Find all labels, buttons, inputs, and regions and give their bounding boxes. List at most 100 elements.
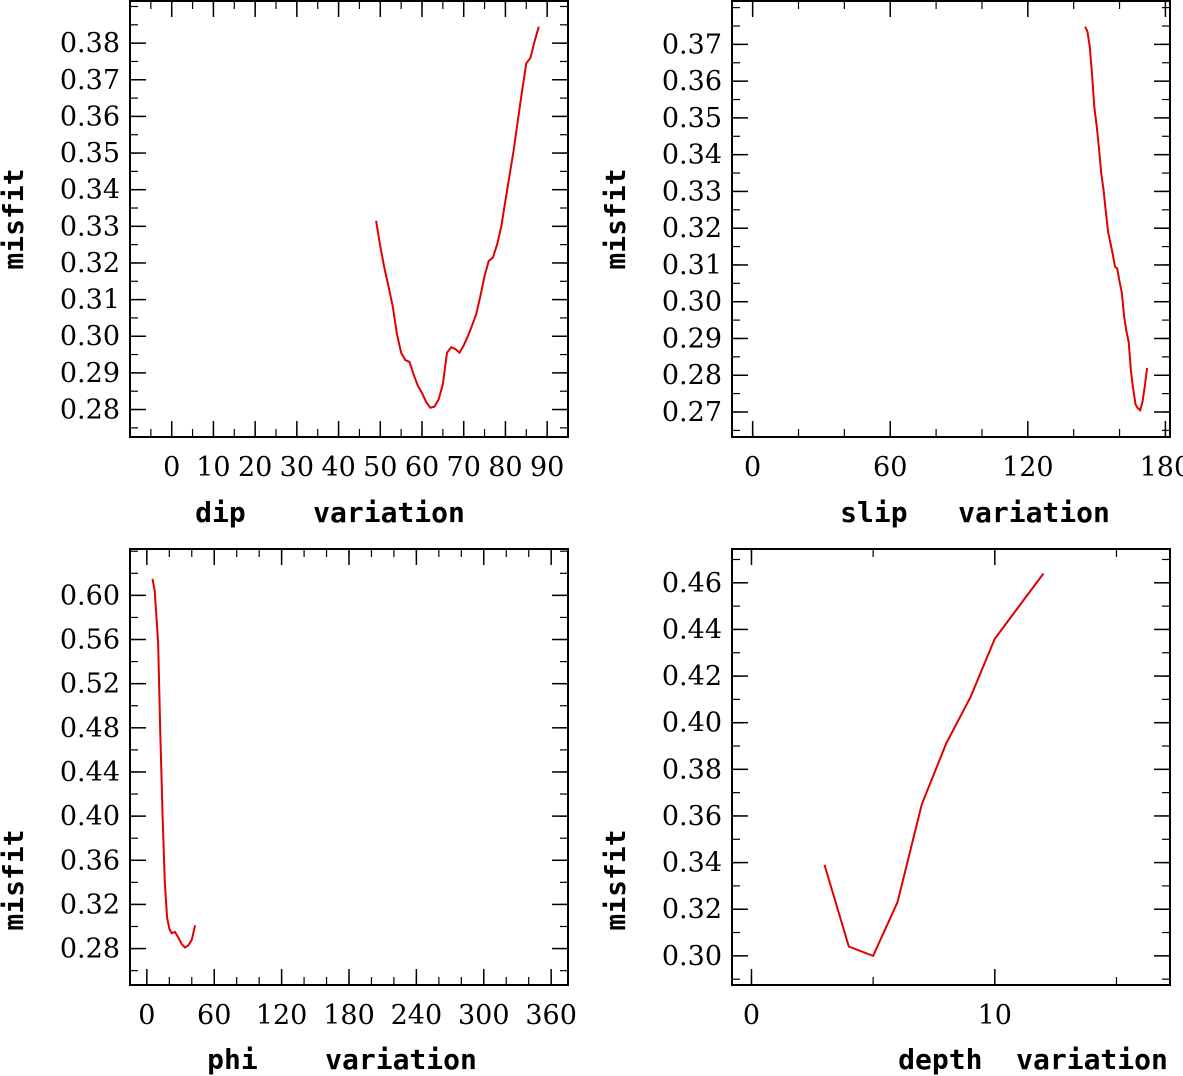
slip-x-tick-label: 120 xyxy=(1002,452,1054,483)
dip-panel: 0 10 20 30 40 50 60 70 80 90 0.280.290.300.310.32… xyxy=(0,0,569,529)
phi-y-tick-label: 0.36 xyxy=(60,845,120,876)
slip-y-tick-label: 0.27 xyxy=(662,397,722,428)
slip-y-tick-label: 0.29 xyxy=(662,323,722,354)
dip-y-tick-labels: 0.28 0.29 0.30 0.31 0.32 0.33 0.34 0.35 0.36 0.37… xyxy=(60,28,120,425)
dip-x-tick-label: 30 xyxy=(280,452,314,483)
phi-misfit-line xyxy=(151,578,197,949)
depth-x-tick-label: 0 xyxy=(743,1000,760,1031)
dip-y-tick-label: 0.32 xyxy=(60,248,120,279)
dip-y-axis-title: misfit xyxy=(0,168,30,269)
depth-y-axis-title: misfit xyxy=(599,829,632,930)
phi-y-ticks xyxy=(130,594,568,950)
slip-y-tick-label: 0.33 xyxy=(662,176,722,207)
slip-y-tick-label: 0.37 xyxy=(662,29,722,60)
dip-x-ticks xyxy=(170,1,548,437)
phi-x-tick-label: 240 xyxy=(391,1000,443,1031)
dip-y-tick-label: 0.35 xyxy=(60,138,120,169)
phi-x-ticks xyxy=(146,549,552,985)
phi-x-tick-label: 0 xyxy=(138,1000,155,1031)
dip-y-tick-label: 0.30 xyxy=(60,321,120,352)
dip-y-tick-label: 0.28 xyxy=(60,395,120,426)
phi-y-tick-label: 0.32 xyxy=(60,889,120,920)
depth-minor-ticks xyxy=(732,549,1170,985)
phi-plot-frame xyxy=(129,548,569,986)
slip-y-tick-labels: 0.27 0.28 0.29 0.30 0.31 0.32 0.33 0.34 0.35 0.36… xyxy=(662,29,722,428)
depth-misfit-line xyxy=(823,572,1045,958)
phi-x-axis-title: phi variation xyxy=(207,1043,477,1076)
depth-y-tick-label: 0.42 xyxy=(662,661,722,692)
phi-x-tick-label: 300 xyxy=(458,1000,510,1031)
dip-x-tick-label: 40 xyxy=(321,452,355,483)
dip-x-tick-label: 80 xyxy=(488,452,522,483)
slip-y-tick-label: 0.30 xyxy=(662,287,722,318)
phi-x-tick-label: 180 xyxy=(323,1000,375,1031)
phi-y-tick-label: 0.40 xyxy=(60,801,120,832)
slip-plot-frame xyxy=(731,0,1171,438)
depth-x-ticks xyxy=(750,549,996,985)
phi-y-tick-label: 0.52 xyxy=(60,669,120,700)
depth-x-tick-label: 10 xyxy=(978,1000,1012,1031)
slip-y-tick-label: 0.32 xyxy=(662,213,722,244)
phi-y-tick-labels: 0.28 0.32 0.36 0.40 0.44 0.48 0.52 0.56 0.60 xyxy=(60,580,120,964)
dip-misfit-line xyxy=(375,26,540,409)
slip-x-ticks xyxy=(751,1,1167,437)
depth-x-tick-labels: 0 10 xyxy=(743,1000,1012,1031)
phi-y-axis-title: misfit xyxy=(0,829,30,930)
phi-panel: 0 60 120 180 240 300 360 0.28 0.32 0.36 0.40 0.44 0… xyxy=(0,548,577,1076)
dip-x-tick-label: 50 xyxy=(363,452,397,483)
dip-x-tick-labels: 0 10 20 30 40 50 60 70 80 90 xyxy=(163,452,564,483)
phi-y-tick-label: 0.44 xyxy=(60,757,120,788)
dip-y-tick-label: 0.34 xyxy=(60,175,120,206)
slip-x-tick-labels: 0 60 120 180 xyxy=(744,452,1183,483)
depth-y-tick-label: 0.44 xyxy=(662,614,722,645)
dip-y-tick-label: 0.36 xyxy=(60,101,120,132)
depth-plot-frame xyxy=(731,548,1171,986)
slip-y-ticks xyxy=(732,43,1170,413)
dip-y-tick-label: 0.33 xyxy=(60,211,120,242)
dip-y-tick-label: 0.38 xyxy=(60,28,120,59)
slip-y-tick-label: 0.28 xyxy=(662,360,722,391)
depth-x-axis-title: depth variation xyxy=(898,1043,1168,1076)
dip-x-tick-label: 0 xyxy=(163,452,180,483)
depth-y-tick-label: 0.34 xyxy=(662,848,722,879)
phi-y-tick-label: 0.28 xyxy=(60,934,120,965)
slip-minor-ticks xyxy=(732,1,1170,437)
depth-y-tick-label: 0.38 xyxy=(662,754,722,785)
slip-x-axis-title: slip variation xyxy=(840,496,1110,529)
depth-y-tick-labels: 0.30 0.32 0.34 0.36 0.38 0.40 0.42 0.44 0.46 xyxy=(662,568,722,972)
phi-y-tick-label: 0.56 xyxy=(60,625,120,656)
slip-x-tick-label: 0 xyxy=(744,452,761,483)
slip-y-axis-title: misfit xyxy=(599,168,632,269)
dip-y-tick-label: 0.29 xyxy=(60,358,120,389)
dip-x-tick-label: 20 xyxy=(238,452,272,483)
dip-plot-frame xyxy=(129,0,569,438)
phi-minor-ticks xyxy=(130,549,568,985)
dip-x-tick-label: 10 xyxy=(196,452,230,483)
depth-y-tick-label: 0.40 xyxy=(662,708,722,739)
depth-y-tick-label: 0.46 xyxy=(662,568,722,599)
dip-x-tick-label: 90 xyxy=(530,452,564,483)
dip-x-axis-title: dip variation xyxy=(195,496,465,529)
phi-x-tick-labels: 0 60 120 180 240 300 360 xyxy=(138,1000,577,1031)
slip-y-tick-label: 0.34 xyxy=(662,140,722,171)
depth-y-tick-label: 0.36 xyxy=(662,801,722,832)
depth-y-tick-label: 0.30 xyxy=(662,941,722,972)
slip-y-tick-label: 0.36 xyxy=(662,66,722,97)
dip-x-tick-label: 60 xyxy=(405,452,439,483)
slip-y-tick-label: 0.35 xyxy=(662,103,722,134)
phi-x-tick-label: 360 xyxy=(525,1000,577,1031)
phi-y-tick-label: 0.48 xyxy=(60,713,120,744)
depth-y-ticks xyxy=(732,582,1170,957)
slip-misfit-line xyxy=(1084,26,1149,412)
phi-x-tick-label: 60 xyxy=(197,1000,231,1031)
slip-y-tick-label: 0.31 xyxy=(662,250,722,281)
slip-x-tick-label: 180 xyxy=(1140,452,1183,483)
slip-panel: 0 60 120 180 0.270.280.290.300.310.320.330.… xyxy=(599,0,1183,529)
dip-y-tick-label: 0.31 xyxy=(60,285,120,316)
depth-y-tick-label: 0.32 xyxy=(662,894,722,925)
slip-x-tick-label: 60 xyxy=(873,452,907,483)
depth-panel: 0 10 0.30 0.32 0.34 0.36 0.38 0.40 0.42 0.44 0.46… xyxy=(599,548,1171,1076)
phi-x-tick-label: 120 xyxy=(256,1000,308,1031)
dip-y-tick-label: 0.37 xyxy=(60,65,120,96)
